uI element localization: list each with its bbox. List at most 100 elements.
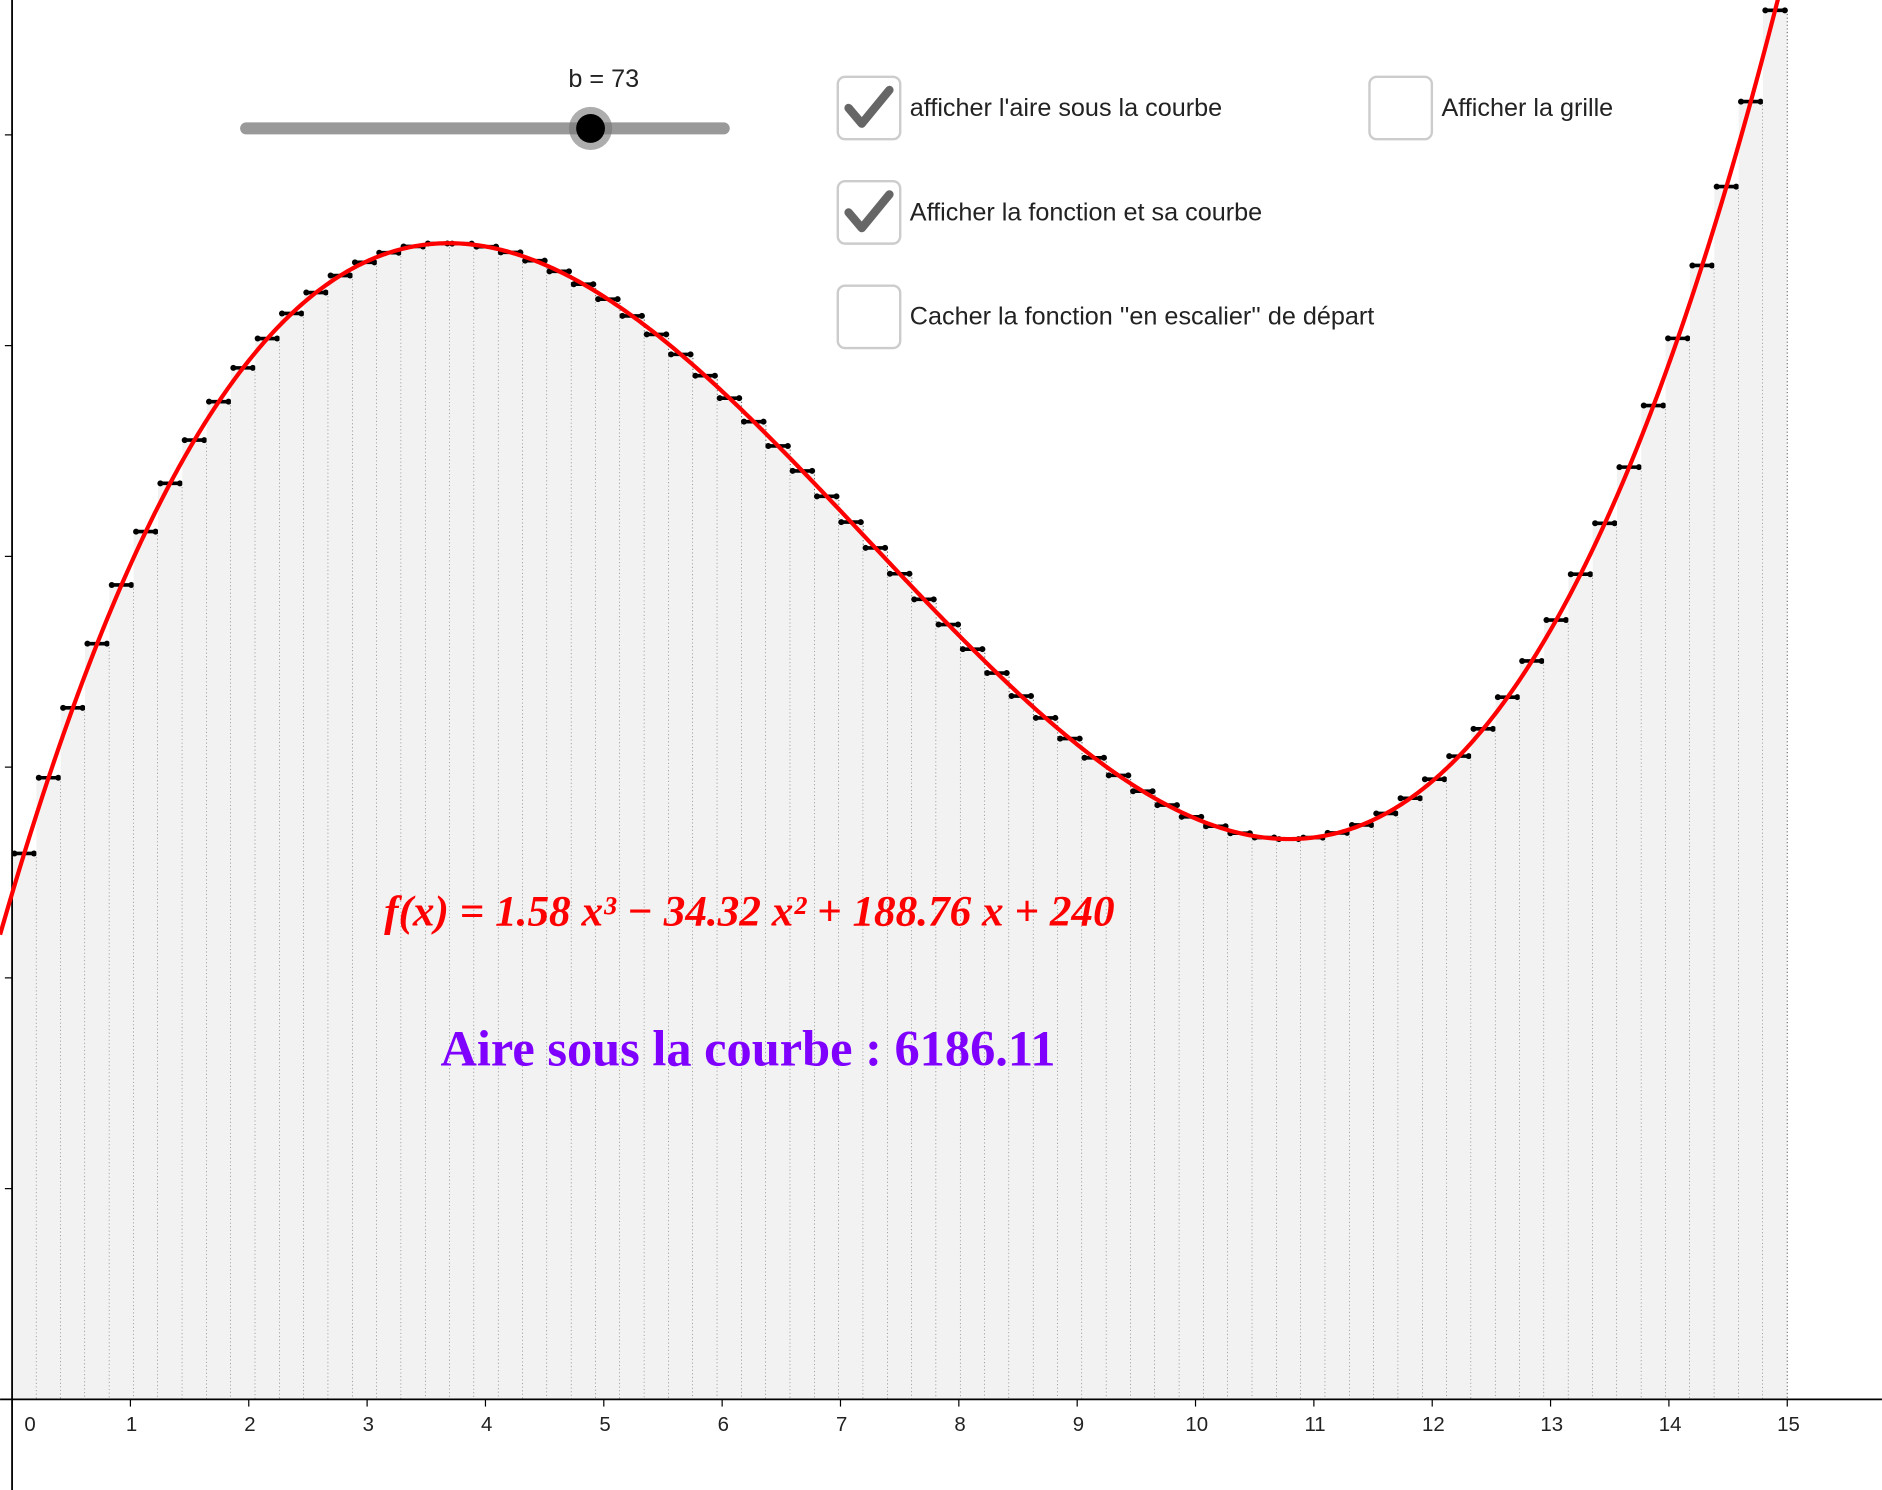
step-end: [595, 296, 602, 303]
step-end: [1543, 617, 1550, 624]
area-rect: [1592, 523, 1618, 1400]
step-end: [570, 281, 577, 288]
step-end: [303, 289, 310, 296]
x-tick-label: 9: [1073, 1414, 1084, 1436]
step-end: [590, 281, 597, 288]
x-tick-label: 13: [1540, 1414, 1563, 1436]
area-rect: [960, 649, 985, 1400]
step-end: [886, 570, 893, 577]
step-end: [1057, 735, 1064, 742]
step-end: [736, 395, 743, 402]
step-end: [1738, 98, 1745, 105]
step-end: [1494, 694, 1501, 701]
area-rect: [182, 440, 207, 1400]
area-rect: [85, 643, 110, 1400]
step-end: [1421, 776, 1428, 783]
step-end: [181, 437, 188, 444]
x-tick-label: 7: [836, 1414, 847, 1436]
step-end: [1708, 262, 1715, 269]
checkmark: [844, 190, 894, 233]
step-end: [984, 670, 991, 677]
step-end: [692, 372, 699, 379]
area-rect: [1033, 717, 1058, 1400]
step-end: [546, 268, 553, 275]
step-end: [254, 335, 261, 342]
x-tick-label: 4: [481, 1414, 492, 1436]
area-rect: [1179, 816, 1204, 1400]
area-rect: [741, 421, 766, 1400]
x-tick-label: 12: [1422, 1414, 1445, 1436]
area-rect: [790, 470, 815, 1400]
slider-handle[interactable]: [576, 114, 605, 143]
step-end: [619, 312, 626, 319]
step-end: [1149, 788, 1156, 795]
step-end: [955, 621, 962, 628]
step-end: [1373, 810, 1380, 817]
slider-label: b = 73: [568, 65, 639, 93]
step-end: [1567, 571, 1574, 578]
step-end: [784, 442, 791, 449]
area-rect: [1082, 757, 1107, 1400]
step-end: [1052, 714, 1059, 721]
step-end: [230, 364, 237, 371]
step-end: [813, 493, 820, 500]
area-rect: [1422, 779, 1447, 1400]
step-end: [1081, 754, 1088, 761]
function-curve: [0, 0, 1780, 936]
step-end: [1713, 183, 1720, 190]
step-end: [1028, 693, 1035, 700]
checkmark: [844, 85, 894, 128]
step-end: [906, 570, 913, 577]
area-rect: [1689, 265, 1715, 1400]
area-rect: [1446, 756, 1472, 1400]
area-rect: [12, 853, 37, 1400]
area-rect: [376, 252, 402, 1400]
x-tick-label: 5: [599, 1414, 610, 1436]
area-rect: [668, 354, 693, 1400]
step-end: [1757, 98, 1764, 105]
area-rect: [765, 445, 791, 1400]
step-end: [55, 774, 62, 781]
step-end: [711, 372, 718, 379]
x-tick-label: 0: [24, 1414, 35, 1436]
step-end: [857, 519, 864, 526]
area-rect: [1738, 101, 1763, 1400]
step-end: [716, 395, 723, 402]
area-rect: [547, 271, 572, 1400]
step-end: [862, 544, 869, 551]
checkbox-label[interactable]: Afficher la grille: [1441, 94, 1613, 122]
step-end: [108, 581, 115, 588]
area-rect: [1398, 798, 1423, 1400]
step-end: [1611, 520, 1618, 527]
step-end: [1392, 810, 1399, 817]
step-end: [1514, 694, 1521, 701]
area-rect: [644, 334, 669, 1400]
step-end: [103, 640, 110, 647]
area-rect: [303, 292, 329, 1400]
step-end: [128, 581, 135, 588]
step-end: [274, 335, 281, 342]
checkbox-label[interactable]: afficher l'aire sous la courbe: [910, 94, 1222, 122]
step-end: [322, 289, 329, 296]
checkbox[interactable]: [836, 284, 902, 350]
step-end: [833, 493, 840, 500]
step-end: [176, 480, 183, 487]
step-end: [1125, 772, 1132, 779]
x-tick-label: 6: [718, 1414, 729, 1436]
step-end: [959, 646, 966, 653]
step-end: [35, 774, 42, 781]
step-end: [1008, 693, 1015, 700]
area-rect: [1227, 833, 1253, 1400]
step-end: [84, 640, 91, 647]
checkbox[interactable]: [1368, 75, 1434, 141]
area-rect: [1617, 467, 1642, 1400]
area-rect: [60, 707, 86, 1400]
x-tick-label: 1: [126, 1414, 137, 1436]
checkbox-label[interactable]: Afficher la fonction et sa courbe: [910, 198, 1262, 226]
step-end: [225, 398, 232, 405]
checkbox-label[interactable]: Cacher la fonction ''en escalier'' de dé…: [910, 303, 1374, 331]
area-rect: [1300, 837, 1326, 1400]
area-rect: [936, 624, 961, 1400]
step-end: [152, 528, 159, 535]
